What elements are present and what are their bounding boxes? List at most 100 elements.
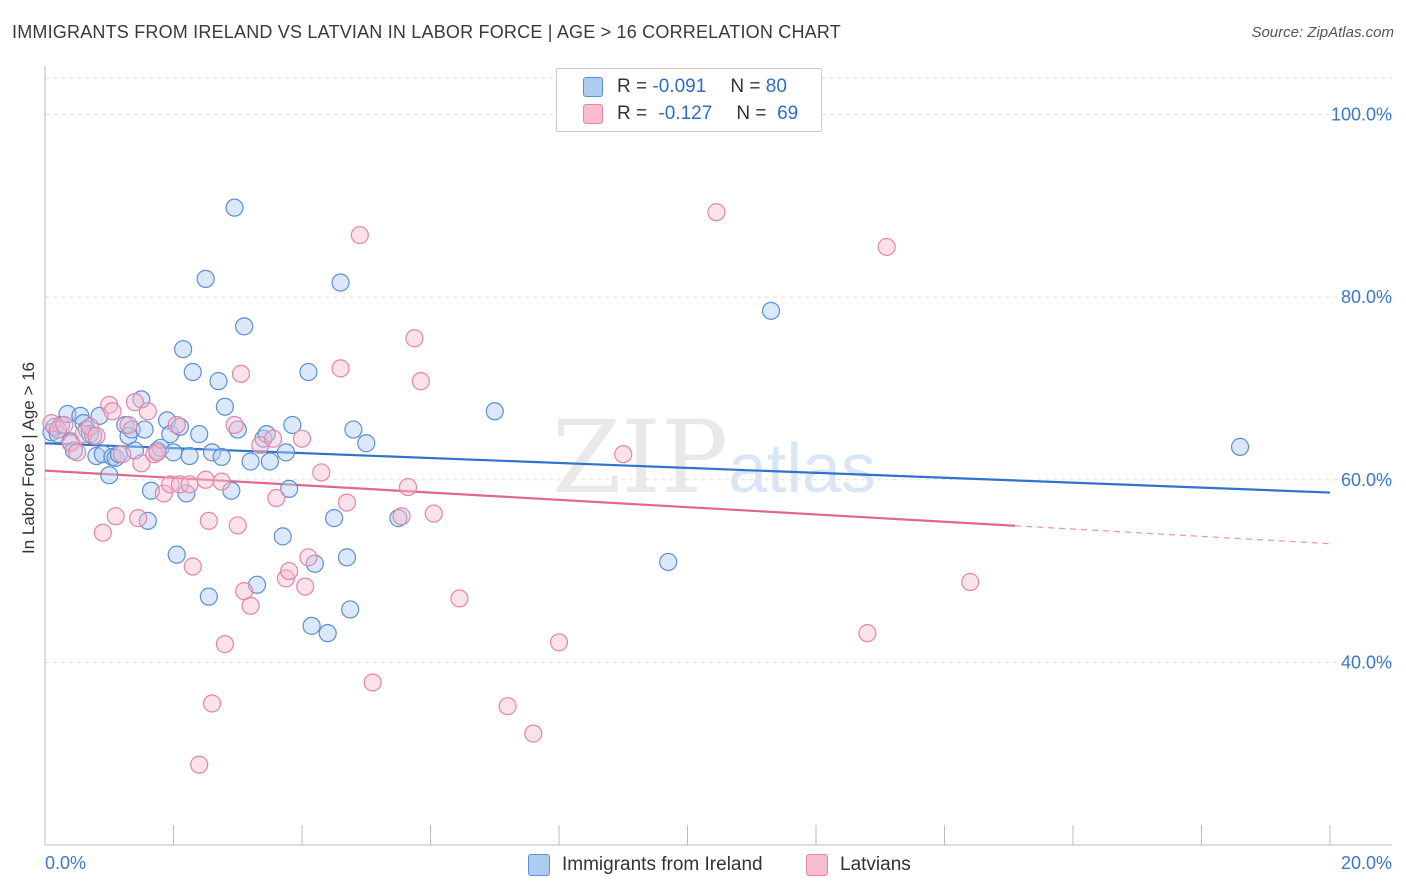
data-point-blue bbox=[100, 466, 119, 485]
data-point-pink bbox=[280, 561, 299, 581]
axes bbox=[44, 66, 1392, 846]
legend-row-latvians: R = -0.127 N = 69 bbox=[557, 101, 798, 127]
data-point-pink bbox=[61, 434, 80, 453]
watermark-zip: ZIP bbox=[552, 399, 728, 516]
data-point-pink bbox=[68, 443, 87, 462]
legend-n-label: N = bbox=[730, 76, 761, 97]
watermark-atlas: atlas bbox=[728, 429, 876, 507]
legend-swatch-ireland bbox=[583, 77, 603, 97]
data-point-pink bbox=[125, 393, 145, 412]
x-tick-label: 0.0% bbox=[45, 853, 86, 873]
data-point-pink bbox=[267, 488, 286, 508]
data-point-pink bbox=[405, 329, 424, 348]
data-point-blue bbox=[161, 425, 180, 444]
data-point-blue bbox=[280, 479, 299, 498]
bottom-swatch-latvians bbox=[806, 854, 828, 876]
data-point-pink bbox=[199, 511, 218, 530]
data-point-pink bbox=[312, 463, 331, 482]
data-point-blue bbox=[190, 425, 209, 444]
data-point-blue bbox=[302, 616, 321, 635]
data-point-pink bbox=[93, 523, 112, 542]
data-point-blue bbox=[225, 198, 244, 217]
trend-line-extension-pink bbox=[1015, 525, 1331, 545]
trend-line-pink bbox=[44, 469, 1016, 527]
legend-n-value: 80 bbox=[765, 76, 787, 97]
data-point-blue bbox=[325, 509, 344, 528]
data-point-pink bbox=[202, 694, 222, 713]
bottom-legend-latvians: Latvians bbox=[806, 852, 911, 878]
data-point-blue bbox=[209, 372, 228, 391]
data-point-pink bbox=[231, 364, 251, 383]
data-point-pink bbox=[154, 484, 173, 503]
data-point-blue bbox=[1230, 437, 1250, 456]
data-point-blue bbox=[389, 509, 408, 528]
data-point-pink bbox=[106, 507, 125, 526]
data-point-blue bbox=[318, 624, 337, 643]
data-point-pink bbox=[450, 589, 469, 608]
legend-row-ireland: R = -0.091 N = 80 bbox=[557, 74, 787, 100]
data-point-pink bbox=[183, 557, 202, 576]
data-point-pink bbox=[350, 225, 369, 245]
data-point-pink bbox=[112, 445, 132, 464]
data-point-blue bbox=[87, 446, 106, 466]
legend-r-value: -0.091 bbox=[652, 76, 707, 97]
data-point-pink bbox=[331, 359, 350, 378]
data-point-blue bbox=[235, 317, 254, 336]
data-point-pink bbox=[196, 470, 215, 489]
x-tick-label: 20.0% bbox=[1341, 853, 1392, 873]
bottom-swatch-ireland bbox=[528, 854, 550, 876]
data-point-blue bbox=[273, 527, 292, 546]
stats-legend: R = -0.091 N = 80 R = -0.127 N = 69 bbox=[556, 68, 822, 132]
data-point-blue bbox=[183, 362, 202, 382]
y-axis-title: In Labor Force | Age > 16 bbox=[19, 362, 38, 554]
data-point-pink bbox=[549, 633, 569, 652]
data-point-pink bbox=[858, 624, 877, 643]
y-tick-label: 60.0% bbox=[1341, 470, 1392, 490]
legend-n-label: N = bbox=[736, 103, 767, 124]
data-point-blue bbox=[199, 587, 218, 606]
data-point-pink bbox=[241, 596, 260, 615]
data-point-blue bbox=[196, 269, 215, 288]
data-point-blue bbox=[202, 443, 222, 462]
y-tick-label: 40.0% bbox=[1341, 652, 1392, 672]
data-point-blue bbox=[331, 273, 350, 292]
data-point-blue bbox=[180, 446, 199, 466]
data-point-pink bbox=[337, 493, 357, 512]
data-point-pink bbox=[524, 724, 543, 743]
data-point-pink bbox=[55, 415, 74, 435]
x-tick-labels: 0.0% 20.0% bbox=[45, 853, 1392, 873]
data-point-blue bbox=[341, 600, 360, 619]
data-point-blue bbox=[659, 552, 678, 572]
data-point-pink bbox=[614, 445, 633, 464]
data-point-blue bbox=[260, 452, 279, 471]
data-point-pink bbox=[228, 516, 247, 535]
data-point-pink bbox=[167, 415, 186, 435]
data-point-blue bbox=[164, 443, 183, 462]
data-point-blue bbox=[167, 545, 186, 564]
data-point-pink bbox=[392, 507, 411, 526]
data-point-pink bbox=[498, 697, 517, 716]
data-point-pink bbox=[129, 509, 148, 528]
data-point-pink bbox=[363, 673, 382, 692]
data-point-pink bbox=[170, 475, 190, 494]
data-point-blue bbox=[212, 447, 231, 467]
y-tick-label: 100.0% bbox=[1331, 105, 1392, 125]
data-point-pink bbox=[424, 504, 443, 523]
bottom-legend-ireland: Immigrants from Ireland bbox=[528, 852, 763, 878]
data-point-blue bbox=[344, 420, 363, 439]
legend-r-label: R = bbox=[617, 76, 648, 97]
data-point-blue bbox=[337, 548, 357, 567]
legend-swatch-latvians bbox=[583, 104, 603, 124]
data-point-blue bbox=[299, 362, 318, 382]
data-point-pink bbox=[132, 454, 151, 473]
data-point-pink bbox=[103, 402, 122, 421]
legend-n-value: 69 bbox=[777, 103, 799, 124]
data-point-pink bbox=[299, 548, 318, 567]
chart-title: IMMIGRANTS FROM IRELAND VS LATVIAN IN LA… bbox=[12, 22, 841, 42]
data-point-blue bbox=[283, 415, 302, 435]
y-tick-labels: 40.0% 60.0% 80.0% 100.0% bbox=[1331, 105, 1392, 673]
data-point-pink bbox=[411, 372, 430, 391]
data-point-blue bbox=[215, 397, 234, 416]
legend-r-label: R = bbox=[617, 103, 648, 124]
